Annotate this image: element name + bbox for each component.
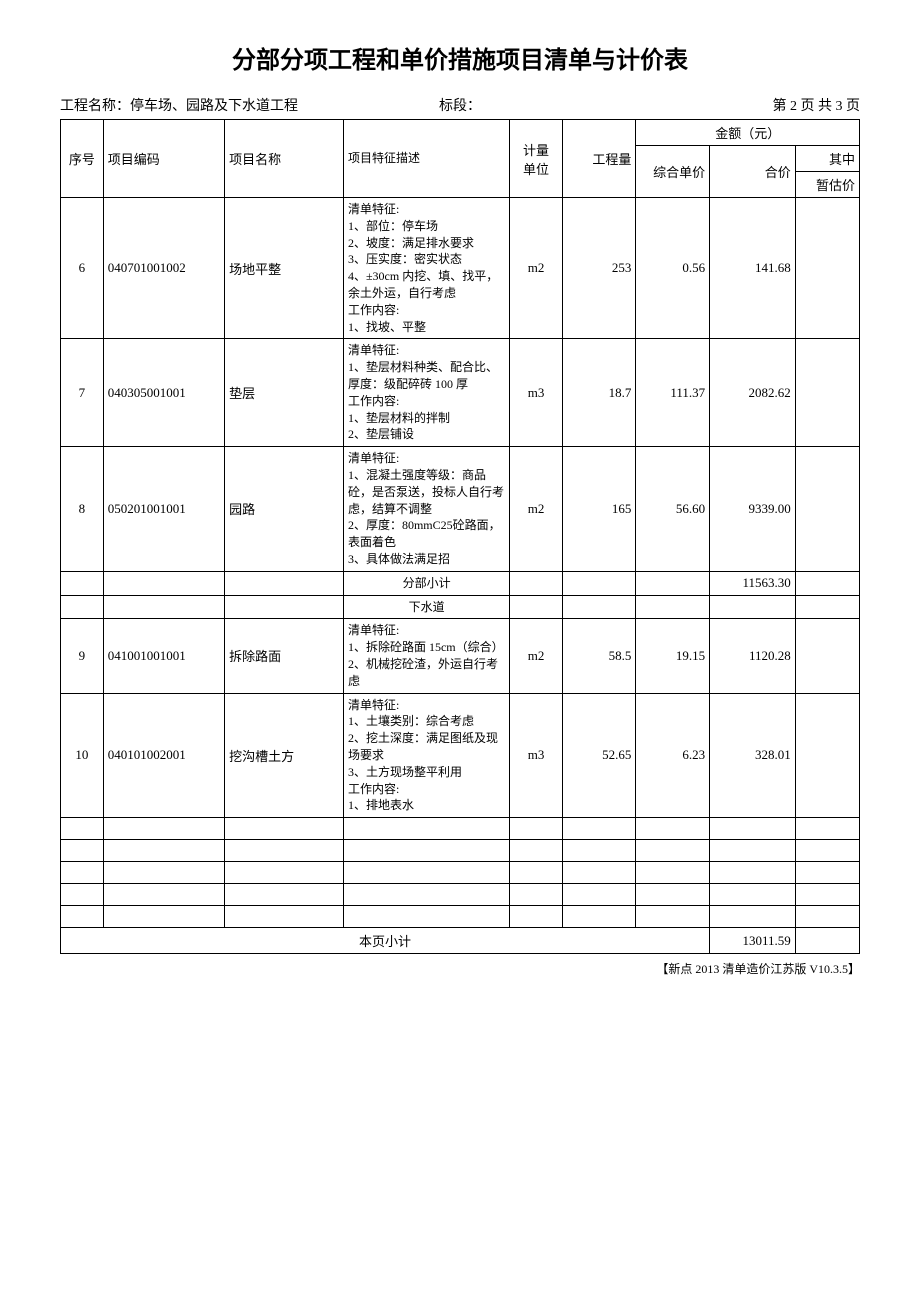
cell-qty: 18.7 (562, 339, 636, 447)
cell-desc: 清单特征: 1、部位：停车场 2、坡度：满足排水要求 3、压实度：密实状态 4、… (343, 198, 509, 339)
th-estimate: 暂估价 (795, 172, 859, 198)
section-label: 下水道 (343, 595, 509, 619)
cell-desc: 清单特征: 1、土壤类别：综合考虑 2、挖土深度：满足图纸及现场要求 3、土方现… (343, 693, 509, 818)
cell-unit: m3 (510, 339, 562, 447)
th-qty: 工程量 (562, 120, 636, 198)
cell-estimate (795, 198, 859, 339)
cell-seq: 6 (61, 198, 104, 339)
subtotal-row: 分部小计 11563.30 (61, 571, 860, 595)
empty-row (61, 884, 860, 906)
th-name: 项目名称 (225, 120, 344, 198)
empty-row (61, 862, 860, 884)
cell-unit: m2 (510, 619, 562, 693)
project-name: 工程名称：停车场、园路及下水道工程 (60, 95, 327, 115)
cell-seq: 9 (61, 619, 104, 693)
th-amount-group: 金额（元） (636, 120, 860, 146)
cell-name: 园路 (225, 447, 344, 572)
cell-estimate (795, 693, 859, 818)
table-row: 9041001001001拆除路面清单特征: 1、拆除砼路面 15cm（综合） … (61, 619, 860, 693)
project-label: 工程名称： (60, 99, 130, 114)
empty-row (61, 840, 860, 862)
cell-unit-price: 6.23 (636, 693, 710, 818)
cell-unit: m2 (510, 198, 562, 339)
project-value: 停车场、园路及下水道工程 (130, 99, 298, 114)
cell-name: 场地平整 (225, 198, 344, 339)
cell-name: 垫层 (225, 339, 344, 447)
cell-desc: 清单特征: 1、垫层材料种类、配合比、厚度：级配碎砖 100 厚 工作内容: 1… (343, 339, 509, 447)
cell-code: 041001001001 (103, 619, 224, 693)
cell-estimate (795, 339, 859, 447)
cell-code: 040701001002 (103, 198, 224, 339)
cell-seq: 10 (61, 693, 104, 818)
table-row: 10040101002001挖沟槽土方清单特征: 1、土壤类别：综合考虑 2、挖… (61, 693, 860, 818)
th-desc: 项目特征描述 (343, 120, 509, 198)
cell-unit: m2 (510, 447, 562, 572)
cell-total-price: 9339.00 (710, 447, 796, 572)
th-unit-price: 综合单价 (636, 146, 710, 198)
cell-desc: 清单特征: 1、混凝土强度等级：商品砼，是否泵送，投标人自行考虑，结算不调整 2… (343, 447, 509, 572)
cell-name: 拆除路面 (225, 619, 344, 693)
cell-code: 040305001001 (103, 339, 224, 447)
table-row: 8050201001001园路清单特征: 1、混凝土强度等级：商品砼，是否泵送，… (61, 447, 860, 572)
subtotal-label: 分部小计 (343, 571, 509, 595)
th-code: 项目编码 (103, 120, 224, 198)
page-total-label: 本页小计 (61, 928, 710, 954)
cell-total-price: 1120.28 (710, 619, 796, 693)
cell-unit-price: 0.56 (636, 198, 710, 339)
cell-seq: 8 (61, 447, 104, 572)
page-total-row: 本页小计13011.59 (61, 928, 860, 954)
section-label: 标段： (327, 95, 594, 115)
cell-qty: 253 (562, 198, 636, 339)
page-info: 第 2 页 共 3 页 (593, 95, 860, 115)
cell-qty: 165 (562, 447, 636, 572)
cell-total-price: 2082.62 (710, 339, 796, 447)
empty-row (61, 818, 860, 840)
table-row: 7040305001001垫层清单特征: 1、垫层材料种类、配合比、厚度：级配碎… (61, 339, 860, 447)
cell-code: 050201001001 (103, 447, 224, 572)
th-seq: 序号 (61, 120, 104, 198)
empty-row (61, 906, 860, 928)
cell-estimate (795, 619, 859, 693)
th-unit: 计量 单位 (510, 120, 562, 198)
cell-unit-price: 19.15 (636, 619, 710, 693)
cell-desc: 清单特征: 1、拆除砼路面 15cm（综合） 2、机械挖砼渣，外运自行考虑 (343, 619, 509, 693)
cell-unit-price: 56.60 (636, 447, 710, 572)
cell-name: 挖沟槽土方 (225, 693, 344, 818)
meta-row: 工程名称：停车场、园路及下水道工程 标段： 第 2 页 共 3 页 (60, 95, 860, 115)
page-title: 分部分项工程和单价措施项目清单与计价表 (60, 40, 860, 75)
cell-seq: 7 (61, 339, 104, 447)
th-of-which: 其中 (795, 146, 859, 172)
subtotal-value: 11563.30 (710, 571, 796, 595)
th-total-price: 合价 (710, 146, 796, 198)
cell-total-price: 141.68 (710, 198, 796, 339)
cell-total-price: 328.01 (710, 693, 796, 818)
cell-unit: m3 (510, 693, 562, 818)
cell-estimate (795, 447, 859, 572)
cell-qty: 58.5 (562, 619, 636, 693)
cell-unit-price: 111.37 (636, 339, 710, 447)
bill-table: 序号 项目编码 项目名称 项目特征描述 计量 单位 工程量 金额（元） 综合单价… (60, 119, 860, 954)
section-row: 下水道 (61, 595, 860, 619)
page-total-value: 13011.59 (710, 928, 796, 954)
cell-code: 040101002001 (103, 693, 224, 818)
table-row: 6040701001002场地平整清单特征: 1、部位：停车场 2、坡度：满足排… (61, 198, 860, 339)
cell-qty: 52.65 (562, 693, 636, 818)
footer-text: 【新点 2013 清单造价江苏版 V10.3.5】 (60, 960, 860, 977)
